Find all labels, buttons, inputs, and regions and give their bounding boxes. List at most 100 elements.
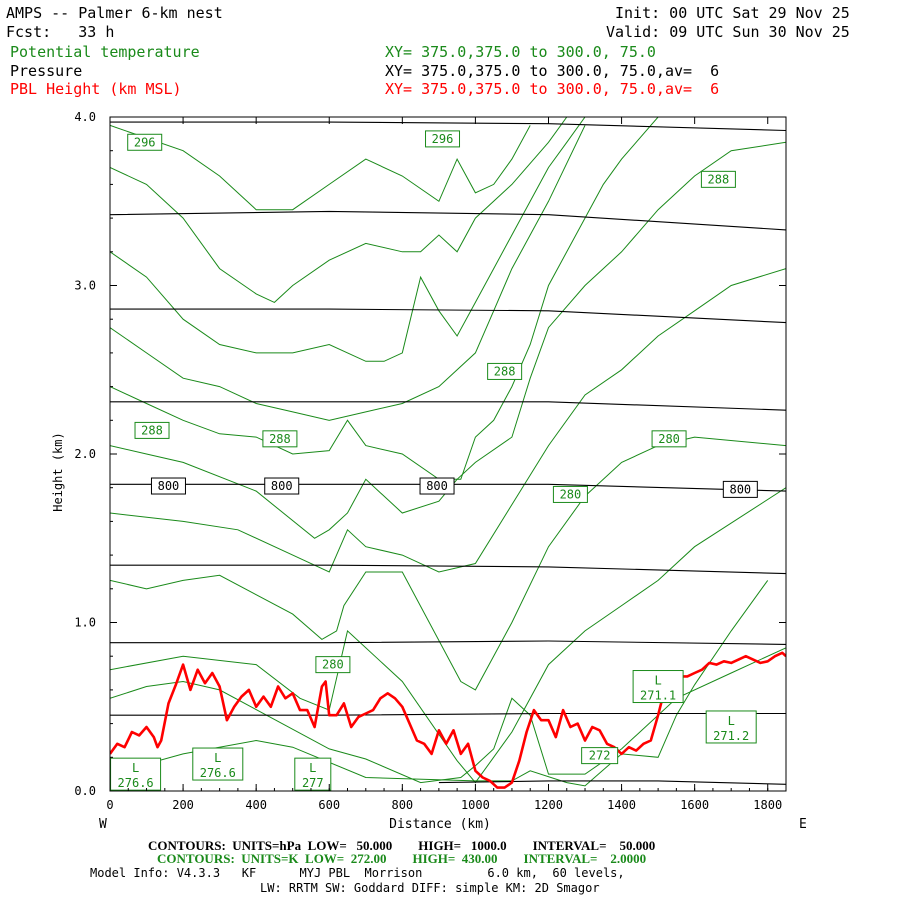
theta-contour-label-box	[552, 485, 588, 503]
pressure-contour-label-text: 800	[271, 479, 293, 493]
low-marker-value: 276.6	[118, 776, 154, 790]
low-marker-box	[705, 710, 757, 744]
low-marker-box	[110, 757, 162, 791]
theta-contour-label: 288	[262, 430, 298, 448]
pressure-contour-label-box	[150, 477, 186, 495]
theta-contour-label-text: 280	[658, 432, 680, 446]
y-tick-label: 3.0	[74, 279, 96, 293]
theta-contour-label-text: 296	[432, 132, 454, 146]
xy-theta: XY= 375.0,375.0 to 300.0, 75.0	[385, 43, 656, 61]
low-marker-box	[192, 747, 244, 781]
low-marker-value: 271.1	[640, 689, 676, 703]
pressure-contour-line	[110, 712, 786, 716]
theta-contour-label-text: 288	[141, 423, 163, 437]
x-tick-label: 800	[391, 798, 413, 812]
low-marker-value: 276.6	[200, 766, 236, 780]
pressure-contour-label: 800	[722, 480, 758, 498]
field-label-pressure: Pressure	[10, 62, 83, 80]
theta-contour-line	[110, 117, 568, 303]
theta-contour-line	[110, 125, 586, 421]
theta-contour-line	[110, 124, 531, 211]
x-tick-label: 1400	[607, 798, 636, 812]
theta-contour-line	[110, 436, 786, 691]
valid-time: Valid: 09 UTC Sun 30 Nov 25	[606, 23, 850, 41]
y-tick-label: 4.0	[74, 110, 96, 124]
low-marker-letter: L	[728, 714, 735, 728]
footer-model-info: Model Info: V4.3.3 KF MYJ PBL Morrison 6…	[90, 866, 625, 880]
theta-contour-label: 288	[487, 362, 523, 380]
theta-contour-label-box	[700, 170, 736, 188]
theta-contour-line	[110, 580, 769, 787]
theta-contour-label-box	[127, 133, 163, 151]
footer-pressure-contours: CONTOURS: UNITS=hPa LOW= 50.000 HIGH= 10…	[148, 838, 656, 853]
theta-contour-label-box	[487, 362, 523, 380]
theta-contour-label: 288	[134, 421, 170, 439]
theta-contour-label: 280	[552, 485, 588, 503]
pressure-contour-label: 800	[150, 477, 186, 495]
xy-pbl: XY= 375.0,375.0 to 300.0, 75.0,av= 6	[385, 80, 720, 98]
theta-contour-line	[110, 647, 786, 784]
low-marker: 272	[581, 747, 619, 765]
plot-frame	[109, 116, 787, 792]
y-tick-label: 0.0	[74, 784, 96, 798]
theta-contour-line	[110, 117, 659, 480]
init-time: Init: 00 UTC Sat 29 Nov 25	[615, 4, 850, 22]
pressure-contour-label-box	[264, 477, 300, 495]
y-tick-label: 2.0	[74, 447, 96, 461]
low-marker-box	[632, 670, 684, 704]
pressure-contour-label: 800	[419, 477, 455, 495]
x-tick-label: 1800	[753, 798, 782, 812]
pressure-contour-label: 800	[264, 477, 300, 495]
pressure-contour-label-box	[722, 480, 758, 498]
footer-physics-info: LW: RRTM SW: Goddard DIFF: simple KM: 2D…	[260, 881, 600, 895]
theta-contour-label-text: 288	[494, 364, 516, 378]
low-marker-letter: L	[309, 761, 316, 775]
footer-theta-contours: CONTOURS: UNITS=K LOW= 272.00 HIGH= 430.…	[157, 851, 647, 866]
theta-contour-label-text: 280	[560, 487, 582, 501]
pressure-contour-line	[110, 401, 786, 411]
theta-contour-line	[110, 117, 586, 362]
x-tick-label: 1200	[534, 798, 563, 812]
low-marker-letter: L	[214, 751, 221, 765]
theta-contour-label-text: 296	[134, 135, 156, 149]
theta-contour-label-box	[651, 430, 687, 448]
west-label: W	[99, 817, 107, 832]
x-tick-label: 1000	[461, 798, 490, 812]
field-label-pbl: PBL Height (km MSL)	[10, 80, 182, 98]
pressure-contour-label-text: 800	[158, 479, 180, 493]
pressure-contour-label-text: 800	[729, 482, 751, 496]
app-title: AMPS -- Palmer 6-km nest	[6, 4, 223, 22]
theta-contour-label: 288	[700, 170, 736, 188]
theta-contour-label: 280	[651, 430, 687, 448]
xy-pressure: XY= 375.0,375.0 to 300.0, 75.0,av= 6	[385, 62, 720, 80]
x-tick-label: 0	[106, 798, 113, 812]
forecast-hour: Fcst: 33 h	[6, 23, 115, 41]
theta-contour-label-box	[315, 656, 351, 674]
x-tick-label: 600	[318, 798, 340, 812]
pressure-contour-line	[438, 780, 786, 785]
low-marker-box	[294, 757, 332, 791]
east-label: E	[799, 817, 807, 832]
theta-contour-label-text: 288	[708, 172, 730, 186]
x-axis-label: Distance (km)	[389, 817, 491, 832]
plot-area	[110, 117, 786, 789]
y-tick-label: 1.0	[74, 616, 96, 630]
x-tick-label: 200	[172, 798, 194, 812]
low-marker-letter: L	[654, 674, 661, 688]
theta-contour-line	[110, 268, 786, 573]
theta-contour-label-text: 288	[269, 432, 291, 446]
pressure-contour-line	[110, 564, 786, 575]
low-marker-value: 271.2	[713, 729, 749, 743]
pressure-contour-line	[110, 121, 786, 132]
theta-contour-label: 296	[425, 130, 461, 148]
y-axis-label: Height (km)	[51, 432, 65, 511]
pressure-contour-label-box	[419, 477, 455, 495]
theta-contour-line	[110, 487, 786, 784]
low-marker-box	[581, 747, 619, 765]
theta-contour-label: 280	[315, 656, 351, 674]
